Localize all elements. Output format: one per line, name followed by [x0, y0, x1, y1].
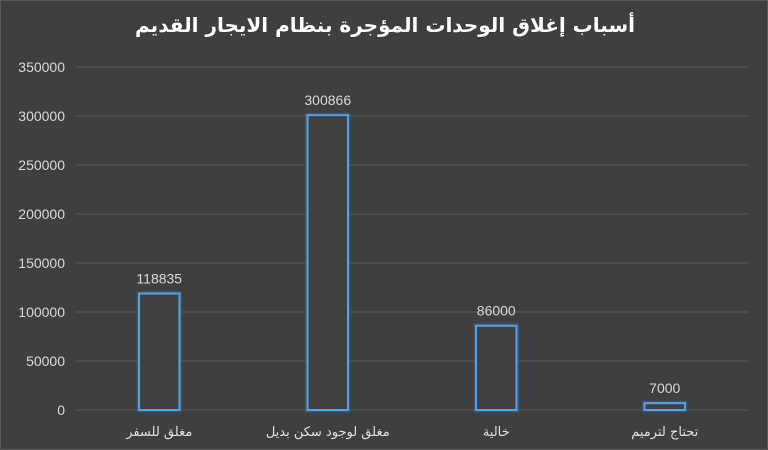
- y-tick-label: 200000: [18, 206, 65, 222]
- data-label: 118835: [136, 271, 182, 287]
- y-tick-label: 250000: [18, 157, 65, 173]
- bar: [643, 402, 686, 412]
- bar: [138, 292, 181, 411]
- chart-title: أسباب إغلاق الوحدات المؤجرة بنظام الايجا…: [135, 13, 635, 37]
- y-tick-label: 300000: [18, 108, 65, 124]
- bar: [475, 324, 518, 411]
- category-label: مغلق للسفر: [125, 425, 192, 440]
- y-tick-label: 100000: [18, 304, 65, 320]
- bar: [306, 114, 349, 412]
- y-tick-label: 150000: [18, 255, 65, 271]
- y-tick-label: 50000: [26, 353, 65, 369]
- category-label: مغلق لوجود سكن بديل: [266, 425, 390, 440]
- data-label: 7000: [649, 380, 680, 396]
- data-label: 86000: [477, 303, 516, 319]
- category-label: خالية: [483, 425, 510, 440]
- category-label: تحتاج لترميم: [631, 425, 698, 440]
- data-label: 300866: [304, 92, 351, 108]
- y-tick-label: 350000: [18, 59, 65, 75]
- y-tick-label: 0: [57, 402, 65, 418]
